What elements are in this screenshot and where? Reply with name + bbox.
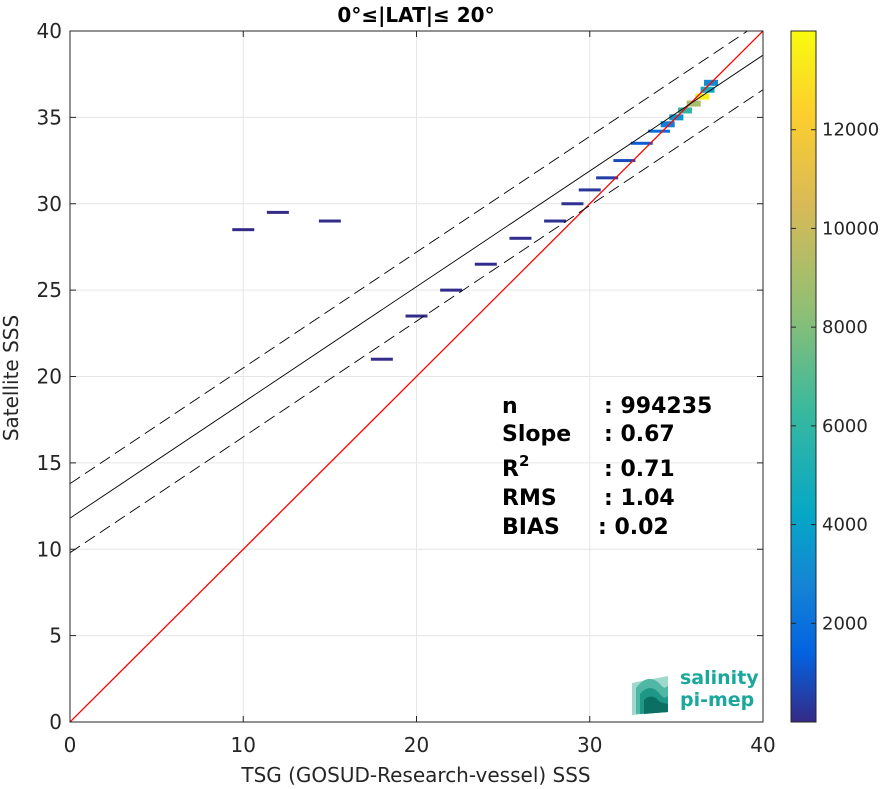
density-cell-13 — [544, 219, 567, 223]
density-cell-17 — [405, 314, 428, 318]
y-axis-label: Satellite SSS — [0, 315, 23, 441]
colorbar-tick-label-4: 10000 — [822, 218, 879, 239]
density-cell-20 — [266, 210, 289, 214]
regression-line — [70, 54, 763, 519]
stat-slope-label: Slope — [502, 422, 571, 447]
density-cell-12 — [561, 202, 584, 206]
x-tick-label-4: 40 — [750, 733, 775, 757]
y-tick-label-1: 5 — [49, 624, 62, 648]
upper-bound-line — [70, 31, 749, 484]
colorbar-tick-label-0: 2000 — [822, 613, 868, 634]
x-axis-label: TSG (GOSUD-Research-vessel) SSS — [240, 763, 590, 787]
colorbar-ticks: 2000 4000 6000 8000 10000 12000 — [791, 120, 879, 634]
stat-slope-value: : 0.67 — [604, 422, 675, 447]
density-cell-9 — [613, 159, 636, 163]
chart-title: 0°≤|LAT|≤ 20° — [337, 3, 494, 27]
y-tick-label-4: 20 — [37, 365, 62, 389]
colorbar-tick-label-2: 6000 — [822, 416, 868, 437]
x-tick-label-2: 20 — [404, 733, 429, 757]
stat-r2-value: : 0.71 — [604, 457, 675, 482]
density-cell-15 — [474, 262, 497, 266]
fit-lines — [70, 31, 763, 722]
y-tick-label-3: 15 — [37, 451, 62, 475]
density-cell-1 — [686, 100, 701, 107]
density-cell-8 — [630, 141, 653, 145]
y-tick-label-2: 10 — [37, 537, 62, 561]
y-tick-label-7: 35 — [37, 105, 62, 129]
salinity-pi-mep-logo: salinity pi-mep — [632, 667, 759, 715]
stat-bias-label: BIAS — [502, 515, 560, 540]
stat-n-value: : 994235 — [604, 394, 712, 419]
colorbar-tick-label-1: 4000 — [822, 515, 868, 536]
identity-line — [70, 31, 763, 722]
y-tick-label-0: 0 — [49, 710, 62, 734]
y-tick-label-8: 40 — [37, 19, 62, 43]
axis-ticks: 0 10 20 30 40 0 5 10 15 20 25 30 35 40 — [37, 19, 776, 757]
lower-bound-line — [70, 89, 763, 554]
logo-line-2: pi-mep — [680, 689, 754, 711]
colorbar-tick-label-3: 8000 — [822, 317, 868, 338]
density-cell-18 — [370, 357, 393, 361]
density-cell-7 — [648, 129, 671, 133]
density-cell-4 — [660, 121, 675, 128]
density-cell-0 — [695, 93, 710, 100]
logo-line-1: salinity — [680, 667, 759, 689]
y-tick-label-5: 25 — [37, 278, 62, 302]
colorbar-tick-label-5: 12000 — [822, 120, 879, 141]
wave-logo-icon — [632, 676, 668, 715]
density-cell-2 — [678, 107, 693, 114]
stat-r2-label: R2 — [502, 452, 529, 482]
stats-panel: n : 994235 Slope : 0.67 R2 : 0.71 RMS : … — [502, 394, 712, 540]
density-cell-14 — [509, 236, 532, 240]
density-cell-10 — [596, 176, 619, 180]
stat-rms-value: : 1.04 — [604, 486, 675, 511]
x-tick-label-0: 0 — [64, 733, 77, 757]
x-tick-label-1: 10 — [231, 733, 256, 757]
stat-bias-value: : 0.02 — [598, 515, 669, 540]
density-cell-21 — [232, 228, 255, 232]
density-cell-19 — [318, 219, 341, 223]
stat-n-label: n — [502, 394, 518, 419]
density-cell-5 — [700, 86, 715, 93]
density-cell-11 — [578, 188, 601, 192]
stat-rms-label: RMS — [502, 486, 557, 511]
density-cell-16 — [440, 288, 463, 292]
x-tick-label-3: 30 — [577, 733, 602, 757]
colorbar — [790, 30, 817, 723]
y-tick-label-6: 30 — [37, 192, 62, 216]
